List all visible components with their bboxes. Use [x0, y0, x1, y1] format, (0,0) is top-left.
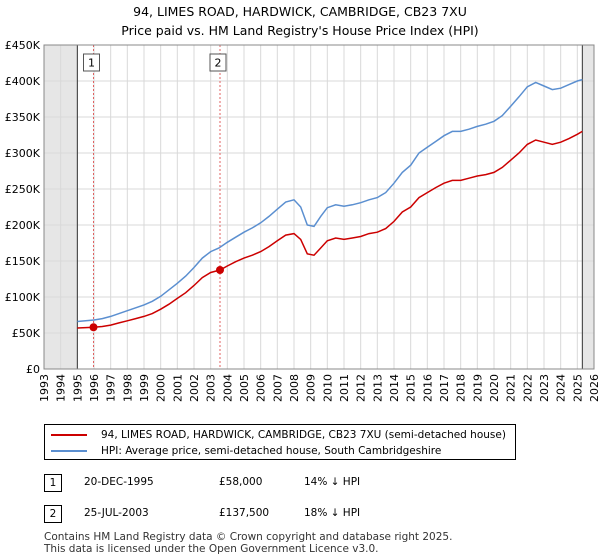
x-tick-label: 2017 — [438, 374, 451, 402]
hpi-line — [77, 78, 583, 323]
x-tick-label: 2016 — [421, 374, 434, 402]
x-tick-label: 2011 — [338, 374, 351, 402]
y-tick-label: £0 — [26, 363, 40, 376]
x-tick-label: 2003 — [205, 374, 218, 402]
footer-line-2: This data is licensed under the Open Gov… — [44, 543, 379, 555]
x-tick-label: 2018 — [455, 374, 468, 402]
legend: 94, LIMES ROAD, HARDWICK, CAMBRIDGE, CB2… — [44, 424, 516, 460]
legend-label-hpi: HPI: Average price, semi-detached house,… — [101, 445, 442, 457]
chart-title: 94, LIMES ROAD, HARDWICK, CAMBRIDGE, CB2… — [0, 2, 600, 40]
transaction-row: 1 20-DEC-1995 £58,000 14% ↓ HPI — [44, 474, 564, 494]
transaction-date: 25-JUL-2003 — [84, 507, 149, 519]
sale-marker-box — [209, 53, 227, 72]
transaction-number: 1 — [44, 474, 62, 492]
legend-item-property: 94, LIMES ROAD, HARDWICK, CAMBRIDGE, CB2… — [51, 427, 506, 443]
x-tick-label: 2010 — [321, 374, 334, 402]
transaction-hpi-diff: 18% ↓ HPI — [304, 507, 361, 519]
footer: Contains HM Land Registry data © Crown c… — [44, 531, 452, 555]
legend-label-property: 94, LIMES ROAD, HARDWICK, CAMBRIDGE, CB2… — [101, 429, 506, 441]
legend-item-hpi: HPI: Average price, semi-detached house,… — [51, 443, 441, 459]
transaction-date: 20-DEC-1995 — [84, 476, 154, 488]
x-tick-label: 1993 — [38, 374, 51, 402]
x-tick-label: 2022 — [521, 374, 534, 402]
sale-marker-label: 2 — [215, 57, 222, 70]
x-tick-label: 2008 — [288, 374, 301, 402]
plot-frame — [43, 44, 595, 370]
transaction-price: £137,500 — [219, 507, 270, 519]
x-tick-label: 2004 — [221, 374, 234, 402]
x-tick-label: 2001 — [171, 374, 184, 402]
y-tick-label: £400K — [5, 75, 41, 88]
x-tick-label: 2013 — [371, 374, 384, 402]
x-tick-label: 2024 — [555, 374, 568, 402]
x-tick-label: 1999 — [138, 374, 151, 402]
chart: 1 2 £0 £50K £100K £150K £200K £250K £300K £350K £4… — [5, 39, 600, 402]
property-price-line — [77, 130, 583, 329]
plot-area — [44, 45, 594, 369]
footer-line-1: Contains HM Land Registry data © Crown c… — [44, 531, 453, 543]
transaction-hpi-diff: 14% ↓ HPI — [304, 476, 361, 488]
x-tick-label: 1998 — [121, 374, 134, 402]
sale-point — [89, 323, 98, 332]
x-tick-label: 2007 — [271, 374, 284, 402]
y-tick-label: £350K — [5, 111, 41, 124]
sale-marker-box — [83, 53, 100, 72]
x-tick-label: 2020 — [488, 374, 501, 402]
y-tick-label: £150K — [5, 255, 41, 268]
x-tick-label: 2000 — [155, 374, 168, 402]
no-data-region-right — [582, 45, 594, 369]
y-tick-label: £100K — [5, 291, 41, 304]
legend-swatch-property — [51, 434, 87, 436]
x-tick-label: 1996 — [88, 374, 101, 402]
x-tick-label: 2025 — [571, 374, 584, 402]
x-tick-label: 2021 — [505, 374, 518, 402]
y-tick-label: £300K — [5, 147, 41, 160]
x-tick-label: 2006 — [255, 374, 268, 402]
title-line-1: 94, LIMES ROAD, HARDWICK, CAMBRIDGE, CB2… — [133, 4, 467, 19]
x-tick-label: 2014 — [388, 374, 401, 402]
y-tick-label: £450K — [5, 39, 41, 52]
x-tick-label: 2005 — [238, 374, 251, 402]
transaction-number: 2 — [44, 505, 62, 523]
x-tick-label: 2019 — [471, 374, 484, 402]
legend-swatch-hpi — [51, 450, 87, 452]
x-tick-label: 2026 — [588, 374, 600, 402]
title-line-2: Price paid vs. HM Land Registry's House … — [121, 23, 479, 38]
x-tick-label: 1994 — [55, 374, 68, 402]
transaction-price: £58,000 — [219, 476, 263, 488]
x-tick-label: 2012 — [355, 374, 368, 402]
y-tick-label: £200K — [5, 219, 41, 232]
x-tick-label: 2009 — [305, 374, 318, 402]
sale-point — [216, 266, 224, 274]
sale-marker-label: 1 — [88, 57, 95, 70]
x-tick-label: 2002 — [188, 374, 201, 402]
y-tick-label: £50K — [12, 327, 41, 340]
transaction-row: 2 25-JUL-2003 £137,500 18% ↓ HPI — [44, 505, 564, 525]
y-tick-label: £250K — [5, 183, 41, 196]
x-tick-label: 1995 — [71, 374, 84, 402]
x-tick-label: 2023 — [538, 374, 551, 402]
x-tick-label: 2015 — [405, 374, 418, 402]
x-tick-label: 1997 — [105, 374, 118, 402]
